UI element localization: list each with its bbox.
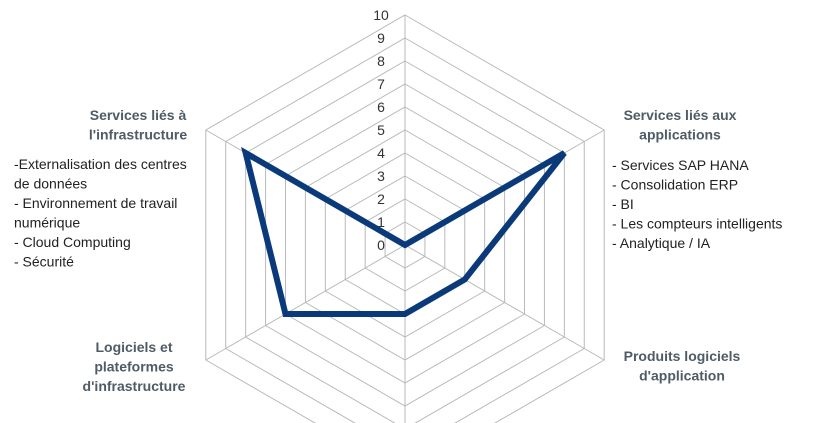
category-detail-5: - Sécurité (14, 254, 74, 270)
category-detail-1: - Analytique / IA (612, 235, 711, 251)
category-detail-1: - Services SAP HANA (612, 157, 749, 173)
spoke-4 (205, 244, 406, 361)
category-detail-1: - Consolidation ERP (612, 177, 738, 193)
category-label-4: plateformes (94, 359, 174, 375)
category-label-1: applications (639, 127, 721, 143)
category-detail-1: - BI (612, 196, 634, 212)
category-label-2: d'application (639, 368, 725, 384)
series-polygon-0 (241, 146, 567, 317)
category-detail-5: - Environnement de travail (14, 195, 177, 211)
tick-label-7: 7 (377, 76, 385, 92)
tick-label-2: 2 (377, 191, 385, 207)
category-label-2: Produits logiciels (624, 348, 741, 364)
radial-axis-ticks: 0 1 2 3 4 5 6 7 8 9 10 (373, 7, 389, 253)
category-detail-5: de données (14, 176, 87, 192)
tick-label-1: 1 (377, 214, 385, 230)
radar-series (241, 146, 567, 317)
tick-label-4: 4 (377, 145, 385, 161)
tick-label-6: 6 (377, 99, 385, 115)
category-detail-5: -Externalisation des centres (14, 156, 187, 172)
category-label-1: Services liés aux (624, 107, 737, 123)
category-detail-5: numérique (14, 215, 80, 231)
tick-label-0: 0 (377, 237, 385, 253)
category-label-5: l'infrastructure (89, 127, 187, 143)
tick-label-5: 5 (377, 122, 385, 138)
spoke-2 (404, 244, 605, 361)
tick-label-10: 10 (373, 7, 389, 23)
tick-label-3: 3 (377, 168, 385, 184)
tick-label-8: 8 (377, 53, 385, 69)
category-detail-5: - Cloud Computing (14, 234, 131, 250)
tick-label-9: 9 (377, 30, 385, 46)
category-label-0: EPC (391, 0, 420, 1)
category-label-5: Services liés à (90, 107, 187, 123)
category-labels: EPC Services liés aux applications - Servic… (14, 0, 782, 394)
category-detail-1: - Les compteurs intelligents (612, 216, 782, 232)
category-label-4: Logiciels et (95, 339, 172, 355)
category-label-4: d'infrastructure (83, 378, 186, 394)
